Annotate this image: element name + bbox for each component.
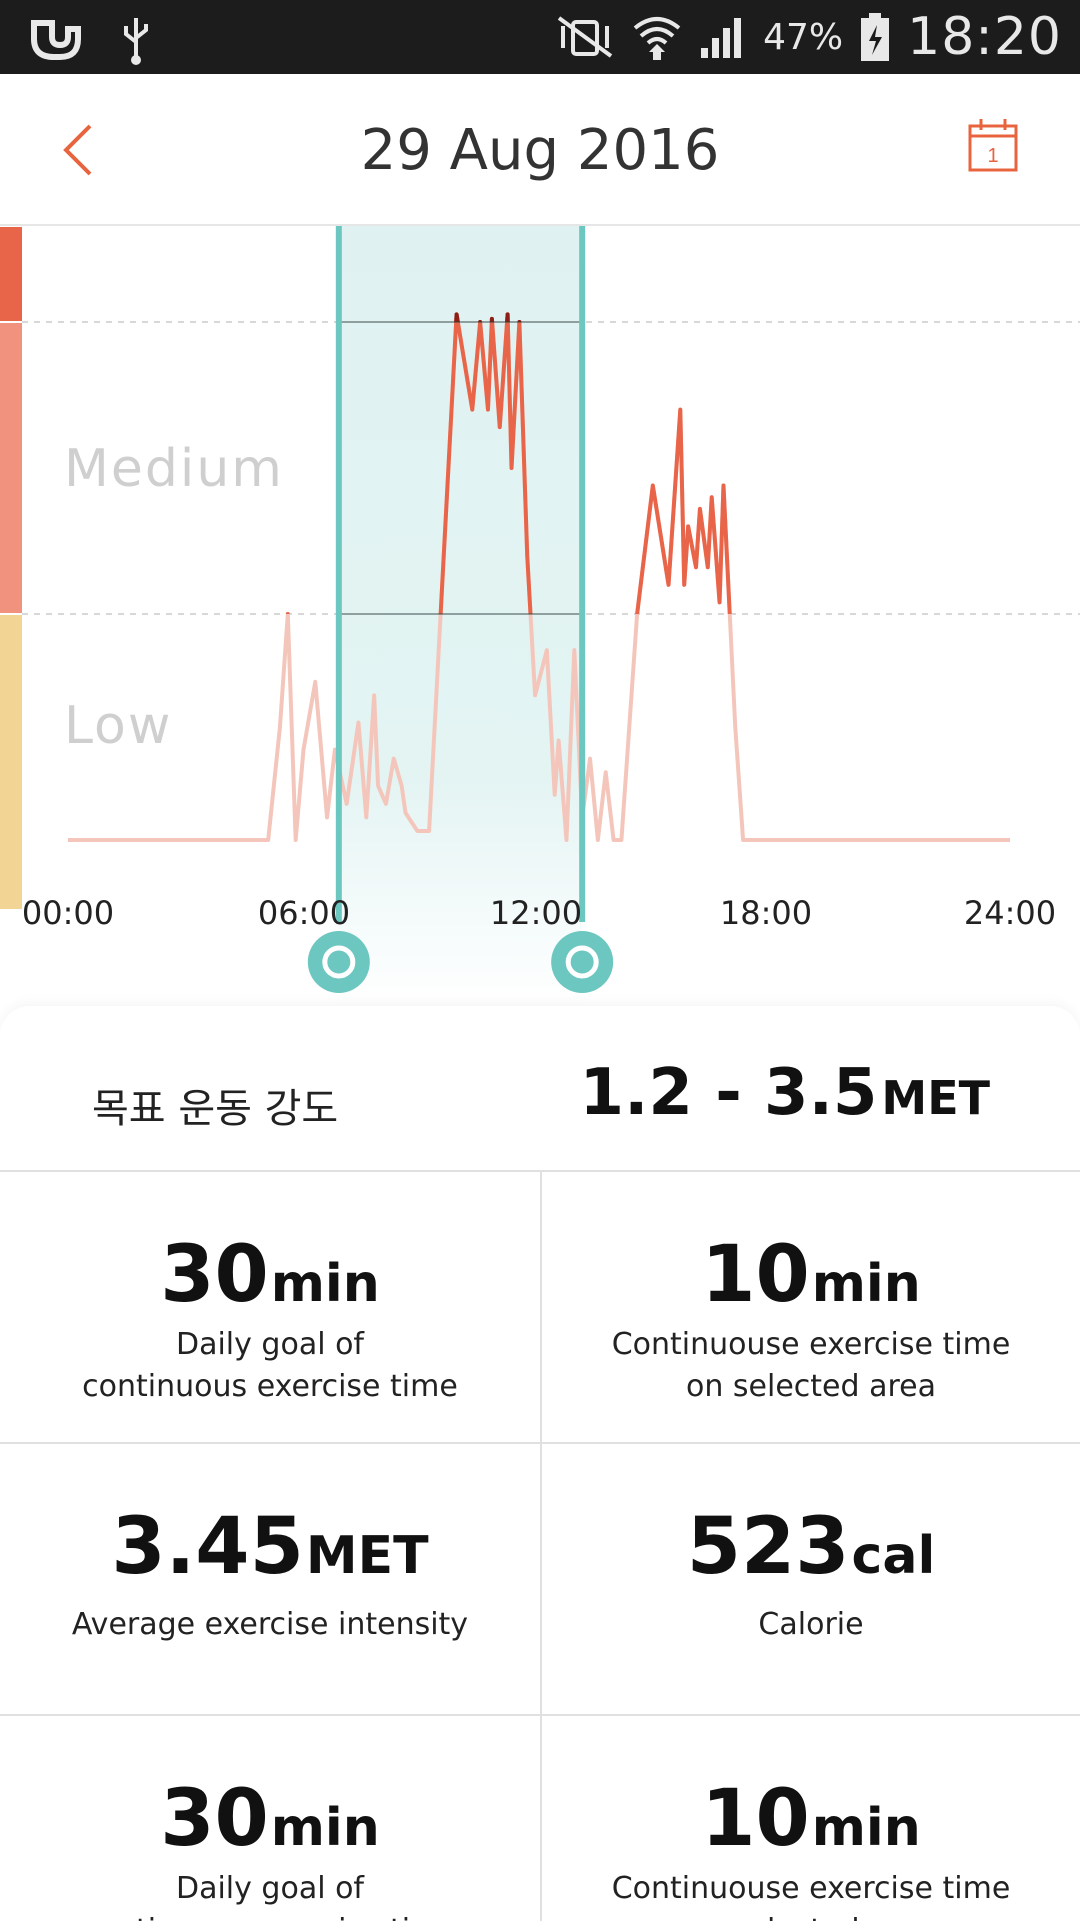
wifi-icon	[633, 17, 681, 60]
stat-number: 10	[701, 1774, 810, 1864]
stat-unit: min	[270, 1798, 380, 1858]
selection-edge-line	[335, 226, 342, 922]
stat-number: 30	[160, 1774, 269, 1864]
vibrate-mute-icon	[557, 16, 613, 58]
handle-ring	[565, 945, 599, 979]
battery-charging-icon	[861, 13, 890, 61]
stat-cell-avg-intensity: 3.45MET Average exercise intensity	[0, 1444, 540, 1716]
status-time: 18:20	[907, 7, 1062, 67]
app-header: 29 Aug 2016 1	[0, 74, 1080, 226]
status-bar-right: 47% 18:20	[555, 0, 1062, 74]
zone-color-bar	[0, 615, 22, 909]
selection-edge-line	[579, 226, 586, 922]
stat-desc-line: Daily goal of	[175, 1871, 364, 1906]
stat-value: 10min	[542, 1780, 1080, 1858]
stat-unit: min	[270, 1254, 380, 1314]
stat-value: 523cal	[542, 1508, 1080, 1586]
selected-range-area	[338, 226, 583, 1006]
status-bar-left	[26, 12, 156, 68]
page-title: 29 Aug 2016	[360, 118, 720, 183]
stat-desc-line: Continuouse exercise time	[611, 1871, 1011, 1906]
stat-value: 30min	[0, 1236, 540, 1314]
stat-number: 30	[160, 1230, 269, 1320]
selection-start-handle[interactable]	[307, 931, 370, 993]
chart-svg	[0, 226, 1080, 1006]
target-value-number: 1.2 - 3.5	[579, 1056, 878, 1130]
stat-cell-continuous-time: 10min Continuouse exercise time on select…	[540, 1172, 1080, 1444]
target-intensity-label: 목표 운동 강도	[92, 1086, 339, 1132]
stat-description: Continuouse exercise time on selected are…	[542, 1868, 1080, 1921]
stat-description: Continuouse exercise time on selected are…	[542, 1324, 1080, 1408]
stat-unit: min	[811, 1254, 921, 1314]
stat-desc-line: on selected area	[542, 1910, 1080, 1921]
usb-icon	[124, 18, 148, 65]
selection-end-handle[interactable]	[551, 931, 614, 993]
stat-desc-line: Daily goal of	[175, 1327, 364, 1362]
zone-label-medium: Medium	[64, 439, 284, 499]
x-tick-label: 00:00	[21, 894, 115, 932]
stat-description: Calorie	[542, 1604, 1080, 1646]
stat-value: 10min	[542, 1236, 1080, 1314]
stat-number: 3.45	[111, 1502, 304, 1592]
stat-cell-calorie: 523cal Calorie	[540, 1444, 1080, 1716]
stat-cell-continuous-time: 10min Continuouse exercise time on select…	[540, 1716, 1080, 1921]
target-intensity-value: 1.2 - 3.5MET	[580, 1056, 990, 1130]
calendar-day: 1	[987, 145, 998, 167]
target-intensity-row: 목표 운동 강도 1.2 - 3.5MET	[0, 1006, 1080, 1172]
x-tick-label: 12:00	[489, 894, 583, 932]
x-tick-label: 18:00	[719, 894, 813, 932]
stat-description: Average exercise intensity	[0, 1604, 540, 1646]
stat-value: 3.45MET	[0, 1508, 540, 1586]
stat-desc-line: continuous exercise time	[82, 1369, 458, 1404]
u-plus-icon	[31, 20, 81, 60]
stat-number: 523	[686, 1502, 850, 1592]
stat-value: 30min	[0, 1780, 540, 1858]
stat-unit: MET	[305, 1526, 429, 1586]
stat-desc-line: Average exercise intensity	[71, 1607, 469, 1642]
back-button[interactable]	[50, 114, 110, 186]
stat-cell-daily-goal: 30min Daily goal of continuous exercise t…	[0, 1716, 540, 1921]
x-tick-label: 24:00	[963, 894, 1057, 932]
stat-description: Daily goal of continuous exercise time	[0, 1868, 540, 1921]
x-tick-label: 06:00	[257, 894, 351, 932]
target-value-unit: MET	[881, 1071, 990, 1125]
intensity-chart[interactable]: Medium Low 00:00 06:00 12:00 18:00 24:00	[0, 226, 1080, 1006]
stat-number: 10	[701, 1230, 810, 1320]
stat-desc-line: Calorie	[758, 1607, 864, 1642]
stats-panel: 목표 운동 강도 1.2 - 3.5MET 30min Daily goal o…	[0, 1006, 1080, 1921]
stat-unit: min	[811, 1798, 921, 1858]
stat-desc-line: on selected area	[686, 1369, 936, 1404]
stat-cell-daily-goal: 30min Daily goal of continuous exercise t…	[0, 1172, 540, 1444]
stat-desc-line: continuous exercise time	[0, 1910, 540, 1921]
chevron-left-icon	[63, 124, 92, 176]
handle-ring	[322, 945, 356, 979]
signal-icon	[701, 18, 742, 58]
zone-label-low: Low	[64, 696, 173, 756]
zone-color-bar	[0, 227, 22, 321]
calendar-button[interactable]: 1	[966, 116, 1020, 174]
battery-percent: 47%	[763, 16, 844, 58]
stat-unit: cal	[851, 1526, 936, 1586]
calendar-icon: 1	[968, 119, 1018, 172]
status-bar: 47% 18:20	[0, 0, 1080, 74]
stat-desc-line: Continuouse exercise time	[611, 1327, 1011, 1362]
stat-description: Daily goal of continuous exercise time	[0, 1324, 540, 1408]
zone-color-bar	[0, 323, 22, 613]
